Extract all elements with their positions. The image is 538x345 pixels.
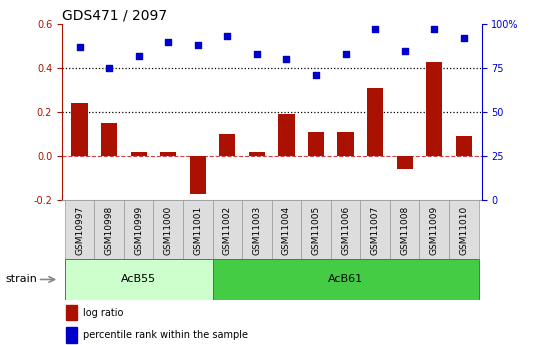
- Bar: [456, 136, 472, 156]
- Text: GSM11004: GSM11004: [282, 206, 291, 255]
- Bar: [124, 200, 153, 259]
- Text: GSM11005: GSM11005: [312, 206, 321, 255]
- Text: GSM11010: GSM11010: [459, 206, 468, 255]
- Point: [134, 53, 143, 59]
- Text: GSM11006: GSM11006: [341, 206, 350, 255]
- Point: [253, 51, 261, 57]
- Bar: [190, 156, 206, 194]
- Text: log ratio: log ratio: [83, 308, 123, 318]
- Bar: [426, 61, 442, 156]
- Bar: [66, 305, 76, 320]
- Bar: [272, 200, 301, 259]
- Point: [223, 34, 232, 39]
- Bar: [220, 134, 236, 156]
- Bar: [65, 200, 94, 259]
- Point: [164, 39, 173, 45]
- Bar: [160, 152, 176, 156]
- Bar: [131, 152, 147, 156]
- Bar: [331, 200, 360, 259]
- Point: [312, 72, 320, 78]
- Text: GSM10997: GSM10997: [75, 206, 84, 255]
- Point: [459, 36, 468, 41]
- Bar: [72, 104, 88, 156]
- Text: GSM11000: GSM11000: [164, 206, 173, 255]
- Bar: [397, 156, 413, 169]
- Point: [400, 48, 409, 53]
- Text: GSM11008: GSM11008: [400, 206, 409, 255]
- Bar: [94, 200, 124, 259]
- Bar: [101, 123, 117, 156]
- Bar: [65, 259, 213, 300]
- Bar: [213, 259, 479, 300]
- Point: [194, 42, 202, 48]
- Bar: [213, 200, 242, 259]
- Bar: [301, 200, 331, 259]
- Text: GSM11001: GSM11001: [193, 206, 202, 255]
- Bar: [360, 200, 390, 259]
- Text: GSM10999: GSM10999: [134, 206, 143, 255]
- Text: GSM11002: GSM11002: [223, 206, 232, 255]
- Bar: [242, 200, 272, 259]
- Text: percentile rank within the sample: percentile rank within the sample: [83, 330, 248, 340]
- Text: GDS471 / 2097: GDS471 / 2097: [62, 9, 167, 23]
- Point: [75, 44, 84, 50]
- Bar: [449, 200, 479, 259]
- Point: [371, 27, 379, 32]
- Bar: [183, 200, 213, 259]
- Point: [282, 57, 291, 62]
- Point: [430, 27, 438, 32]
- Bar: [308, 132, 324, 156]
- Point: [341, 51, 350, 57]
- Bar: [367, 88, 383, 156]
- Bar: [337, 132, 353, 156]
- Text: GSM11003: GSM11003: [252, 206, 261, 255]
- Bar: [420, 200, 449, 259]
- Bar: [278, 114, 295, 156]
- Text: GSM10998: GSM10998: [105, 206, 114, 255]
- Text: AcB55: AcB55: [121, 275, 156, 284]
- Bar: [66, 327, 76, 343]
- Bar: [249, 152, 265, 156]
- Bar: [153, 200, 183, 259]
- Text: AcB61: AcB61: [328, 275, 363, 284]
- Bar: [390, 200, 420, 259]
- Text: GSM11009: GSM11009: [430, 206, 438, 255]
- Point: [105, 66, 114, 71]
- Text: strain: strain: [5, 275, 37, 284]
- Text: GSM11007: GSM11007: [371, 206, 380, 255]
